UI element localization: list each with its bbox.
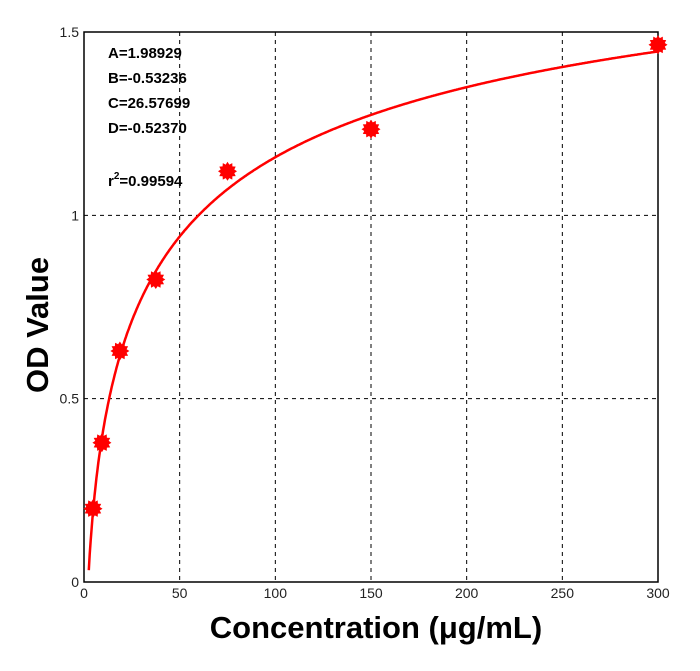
fit-parameters: A=1.98929 B=-0.53236 C=26.57699 D=-0.523…	[108, 45, 190, 190]
x-axis-label: Concentration (μg/mL)	[210, 610, 542, 645]
fit-curve	[87, 50, 659, 571]
param-b: B=-0.53236	[108, 70, 187, 87]
x-tick-label: 0	[80, 585, 88, 601]
param-c: C=26.57699	[108, 95, 190, 112]
x-tick-labels: 0 50 100 150 200 250 300	[80, 585, 670, 601]
r-squared-sup: 2	[114, 171, 120, 182]
data-point	[92, 433, 112, 453]
data-point	[110, 341, 130, 361]
data-points	[83, 35, 668, 519]
x-tick-label: 100	[264, 585, 288, 601]
y-axis-label: OD Value	[20, 257, 55, 393]
y-tick-labels: 0 0.5 1 1.5	[60, 24, 80, 590]
r-squared-value: =0.99594	[119, 173, 183, 190]
y-tick-label: 0	[71, 574, 79, 590]
x-tick-label: 150	[359, 585, 383, 601]
y-tick-label: 1.5	[60, 24, 80, 40]
r-squared: r2=0.99594	[108, 171, 183, 190]
x-tick-label: 200	[455, 585, 479, 601]
data-point	[648, 35, 668, 55]
data-point	[146, 270, 166, 289]
y-tick-label: 1	[71, 207, 79, 223]
plot-frame	[83, 31, 659, 583]
data-point	[83, 499, 103, 519]
x-tick-label: 250	[551, 585, 575, 601]
param-a: A=1.98929	[108, 45, 182, 62]
data-point	[218, 161, 237, 181]
data-point	[361, 119, 381, 139]
y-tick-label: 0.5	[60, 391, 80, 407]
r-squared-prefix: r	[108, 173, 114, 190]
x-tick-label: 50	[172, 585, 188, 601]
x-tick-label: 300	[646, 585, 670, 601]
param-d: D=-0.52370	[108, 120, 187, 137]
